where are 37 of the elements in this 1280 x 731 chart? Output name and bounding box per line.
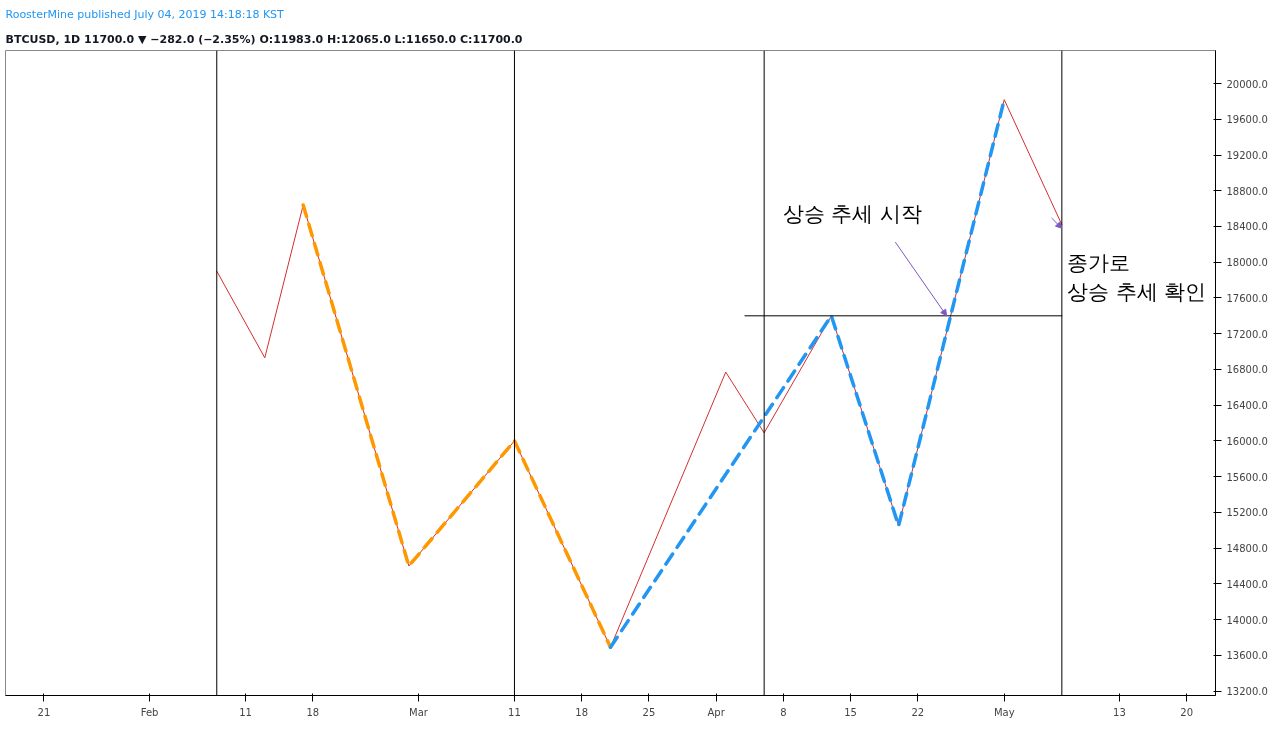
y-tick-label: 15200.0 [1226, 507, 1268, 519]
x-tick-label: Feb [140, 706, 159, 718]
y-tick-label: 14800.0 [1226, 543, 1268, 555]
y-tick-label: 16000.0 [1226, 435, 1268, 447]
x-tick-label: 25 [642, 706, 656, 718]
x-tick-label: 22 [911, 706, 925, 718]
annotation: 상승 추세 시작 [782, 201, 922, 226]
annotation: 종가로 상승 추세 확인 [1066, 250, 1207, 304]
y-tick-label: 20000.0 [1226, 78, 1268, 90]
x-tick-label: Apr [707, 706, 726, 718]
x-tick-label: 13 [1113, 706, 1126, 718]
x-tick-label: 21 [37, 706, 51, 718]
x-tick-label: 11 [239, 706, 252, 718]
y-tick-label: 18800.0 [1226, 185, 1268, 197]
chart-title: RoosterMine published July 04, 2019 14:18:18 KST [5, 7, 285, 21]
x-tick-label: May [993, 706, 1015, 718]
x-tick-label: 18 [575, 706, 589, 718]
y-tick-label: 17200.0 [1226, 328, 1268, 340]
y-tick-label: 14000.0 [1226, 614, 1268, 626]
x-tick-label: Mar [409, 706, 429, 718]
x-tick-label: 8 [780, 706, 787, 718]
y-tick-label: 18400.0 [1226, 221, 1268, 233]
x-tick-label: 20 [1180, 706, 1194, 718]
x-tick-label: 15 [844, 706, 857, 718]
y-tick-label: 19600.0 [1226, 114, 1268, 126]
y-tick-label: 16800.0 [1226, 364, 1268, 376]
y-tick-label: 14400.0 [1226, 578, 1268, 590]
x-tick-label: 11 [508, 706, 521, 718]
y-tick-label: 15600.0 [1226, 471, 1268, 483]
chart-subtitle: BTCUSD, 1D 11700.0 ▼ −282.0 (−2.35%) O:11983.0 H:12065.0 L:11650.0 C:11700.0 [5, 32, 523, 46]
y-tick-label: 13600.0 [1226, 650, 1268, 662]
y-tick-label: 16400.0 [1226, 400, 1268, 412]
x-tick-label: 18 [306, 706, 320, 718]
y-tick-label: 19200.0 [1226, 150, 1268, 162]
y-tick-label: 17600.0 [1226, 292, 1268, 304]
y-tick-label: 13200.0 [1226, 686, 1268, 698]
y-tick-label: 18000.0 [1226, 257, 1268, 269]
